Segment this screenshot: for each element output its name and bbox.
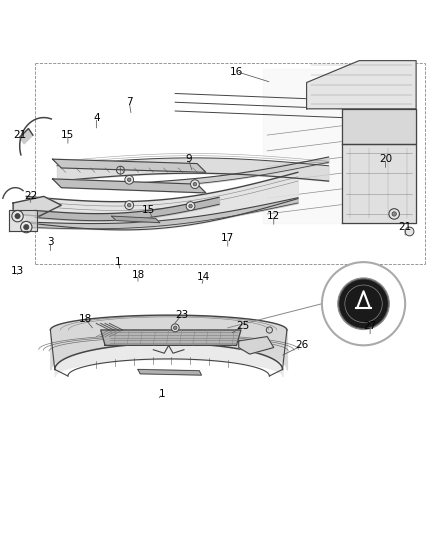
Text: 23: 23 <box>175 310 188 320</box>
Text: 3: 3 <box>47 237 54 247</box>
Text: 13: 13 <box>11 266 24 276</box>
Circle shape <box>125 175 134 184</box>
Circle shape <box>15 214 20 219</box>
Circle shape <box>12 211 23 222</box>
Circle shape <box>125 201 134 209</box>
Polygon shape <box>112 216 160 223</box>
Text: 21: 21 <box>399 222 412 232</box>
Polygon shape <box>342 109 416 144</box>
Text: 20: 20 <box>379 154 392 164</box>
Polygon shape <box>239 336 274 354</box>
Circle shape <box>24 224 29 230</box>
Circle shape <box>389 209 399 219</box>
Circle shape <box>21 221 32 233</box>
Text: 15: 15 <box>61 130 74 140</box>
Circle shape <box>322 262 405 345</box>
Text: 22: 22 <box>24 191 37 201</box>
Circle shape <box>127 178 131 182</box>
Circle shape <box>191 180 199 189</box>
Polygon shape <box>342 144 416 223</box>
Text: 4: 4 <box>93 112 100 123</box>
Polygon shape <box>101 330 241 345</box>
Polygon shape <box>263 69 416 223</box>
Circle shape <box>173 326 177 329</box>
Text: 16: 16 <box>230 67 243 77</box>
Polygon shape <box>307 61 416 109</box>
Text: 12: 12 <box>267 211 280 221</box>
Circle shape <box>171 324 179 332</box>
Polygon shape <box>20 128 33 144</box>
Text: 14: 14 <box>197 272 210 282</box>
Text: 9: 9 <box>185 154 192 164</box>
Circle shape <box>127 204 131 207</box>
Polygon shape <box>9 211 37 231</box>
Polygon shape <box>53 159 206 172</box>
Circle shape <box>189 204 192 208</box>
Circle shape <box>392 212 396 216</box>
Text: 18: 18 <box>131 270 145 280</box>
Circle shape <box>339 279 389 329</box>
Polygon shape <box>138 369 201 375</box>
Text: 21: 21 <box>13 130 26 140</box>
Circle shape <box>186 201 195 211</box>
Circle shape <box>193 182 197 186</box>
Text: 26: 26 <box>296 341 309 350</box>
Text: 27: 27 <box>364 321 377 330</box>
Text: 18: 18 <box>79 314 92 324</box>
Polygon shape <box>53 179 206 193</box>
Text: 1: 1 <box>115 257 122 267</box>
Polygon shape <box>13 197 61 216</box>
Text: 1: 1 <box>159 389 166 399</box>
Text: 17: 17 <box>221 233 234 243</box>
Text: 7: 7 <box>126 97 133 107</box>
Circle shape <box>405 227 414 236</box>
Text: 25: 25 <box>237 321 250 330</box>
Text: 15: 15 <box>142 205 155 215</box>
